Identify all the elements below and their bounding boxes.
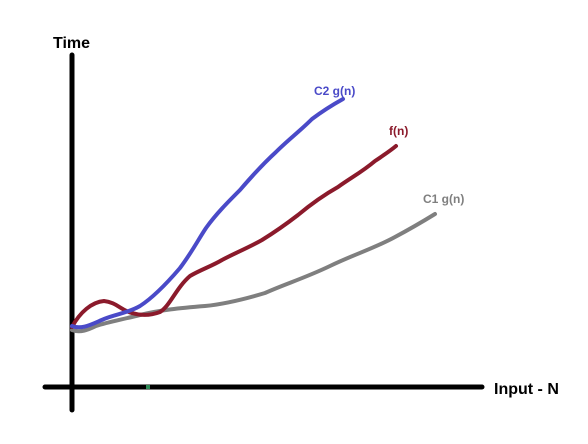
curve-f-n xyxy=(70,144,398,329)
curve-label-f: f(n) xyxy=(389,124,408,138)
y-axis-label: Time xyxy=(53,35,90,52)
curve-c1-g-n xyxy=(70,212,437,334)
curve-c2-g-n xyxy=(70,97,345,330)
x-axis-label: Input - N xyxy=(494,381,559,398)
curve-label-c1: C1 g(n) xyxy=(423,192,464,206)
curve-label-c2: C2 g(n) xyxy=(314,84,355,98)
